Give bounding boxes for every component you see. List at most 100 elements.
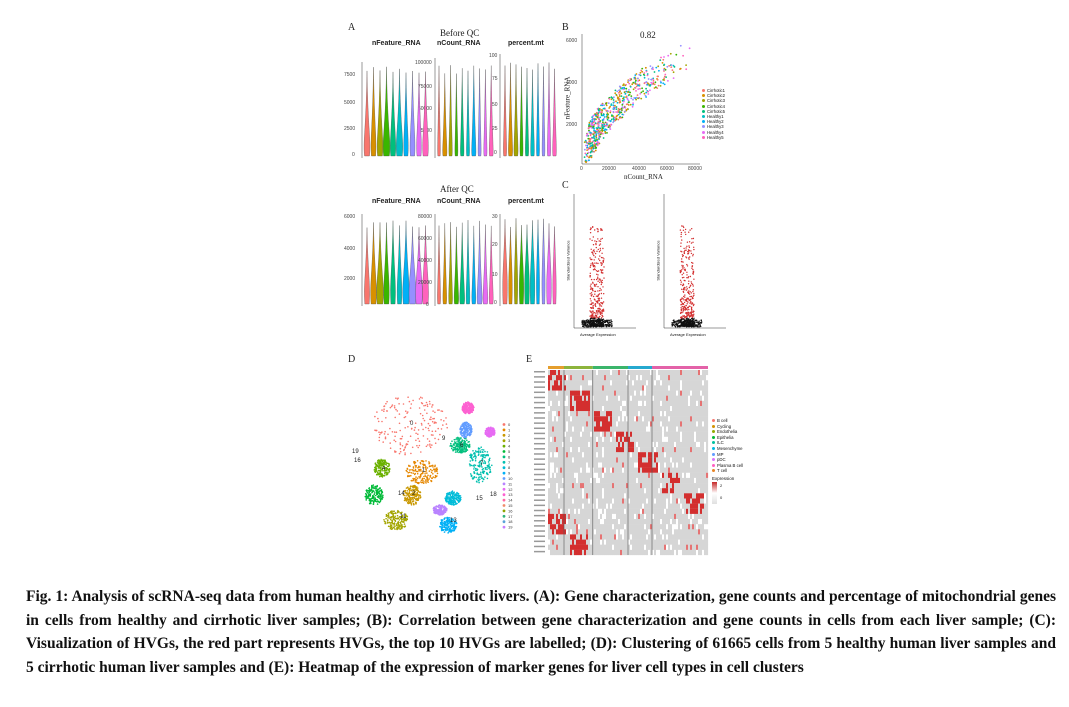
point: [412, 399, 414, 402]
point: [446, 516, 448, 519]
point: [449, 497, 452, 499]
point: [398, 452, 401, 455]
point: [685, 316, 687, 319]
point: [381, 463, 383, 465]
point: [442, 513, 444, 515]
point: [385, 464, 388, 466]
point: [425, 460, 427, 462]
point: [417, 446, 419, 449]
point: [688, 313, 690, 315]
point: [593, 265, 596, 267]
point: [461, 435, 464, 437]
point: [479, 450, 481, 452]
point: [599, 287, 601, 290]
point: [597, 280, 599, 282]
heatmap-cell: [626, 370, 629, 376]
point: [685, 256, 687, 258]
point: [374, 468, 376, 470]
point: [440, 529, 443, 532]
point: [593, 325, 595, 328]
point: [601, 319, 603, 322]
point: [583, 322, 585, 324]
point: [417, 437, 419, 440]
point: [698, 320, 700, 322]
d-legend-dot: [502, 498, 506, 502]
point: [440, 506, 443, 509]
point: [592, 133, 594, 135]
point: [684, 268, 686, 270]
point: [592, 304, 594, 307]
point: [468, 428, 471, 431]
point: [415, 503, 417, 505]
tick: 100000: [415, 60, 432, 66]
point: [584, 139, 587, 142]
point: [389, 527, 392, 530]
point: [688, 258, 690, 260]
point: [433, 468, 435, 470]
point: [682, 254, 684, 257]
point: [618, 111, 621, 114]
point: [477, 450, 480, 452]
point: [470, 405, 472, 407]
point: [639, 87, 641, 90]
point: [379, 498, 382, 501]
point: [453, 524, 455, 527]
point: [378, 436, 381, 439]
point: [628, 82, 631, 85]
point: [456, 451, 458, 453]
tick: 80000: [418, 214, 432, 220]
point: [400, 519, 403, 521]
point: [592, 318, 595, 320]
heatmap-cell: [552, 380, 555, 386]
point: [590, 320, 592, 322]
point: [408, 491, 411, 493]
point: [376, 493, 379, 495]
heatmap-cell: [664, 375, 667, 381]
point: [662, 58, 665, 61]
heatmap-cell: [636, 375, 639, 381]
point: [604, 324, 606, 326]
panel-e-letter: E: [526, 354, 533, 365]
b-legend-item: Cirrhotic5: [702, 109, 725, 114]
point: [620, 95, 623, 97]
point: [447, 497, 449, 499]
point: [410, 498, 412, 501]
point: [458, 451, 461, 453]
point: [589, 311, 592, 313]
point: [372, 503, 375, 505]
point: [383, 519, 385, 521]
point: [377, 495, 380, 497]
point: [590, 150, 593, 153]
point: [404, 489, 407, 492]
point: [686, 277, 688, 279]
heatmap-cell: [586, 380, 589, 386]
point: [412, 479, 414, 482]
point: [439, 510, 441, 513]
point: [489, 433, 491, 436]
point: [618, 95, 621, 97]
point: [467, 406, 469, 409]
point: [585, 153, 588, 156]
point: [488, 471, 491, 474]
point: [440, 410, 442, 412]
point: [429, 468, 432, 471]
point: [407, 501, 409, 504]
d-legend-label: 13: [508, 492, 513, 497]
point: [612, 117, 615, 119]
point: [683, 322, 686, 324]
point: [425, 401, 428, 404]
point: [592, 295, 595, 298]
tick: 25: [492, 126, 498, 132]
point: [595, 325, 598, 328]
point: [595, 317, 597, 319]
point: [420, 481, 422, 483]
point: [399, 429, 401, 432]
point: [460, 433, 462, 436]
point: [682, 309, 684, 312]
heatmap-cell: [612, 370, 615, 376]
point: [403, 521, 405, 523]
d-cluster-label: 0: [410, 421, 414, 427]
point: [586, 324, 589, 326]
point: [440, 512, 442, 515]
point: [593, 249, 595, 251]
